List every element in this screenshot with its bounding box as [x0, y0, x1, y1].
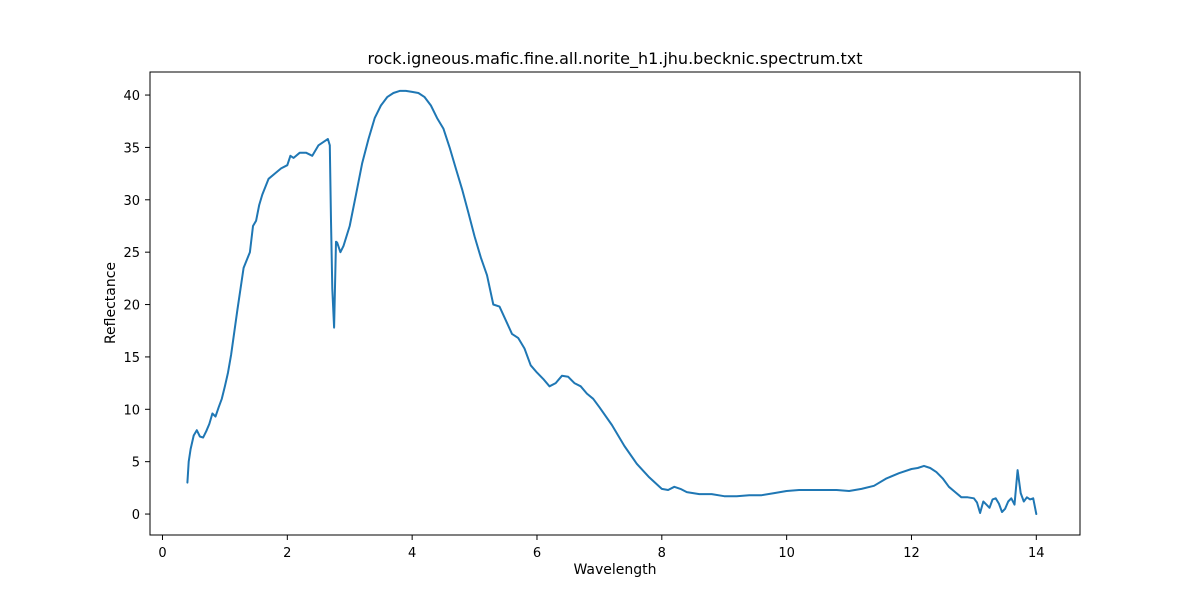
x-tick-label: 10 — [778, 546, 795, 561]
y-tick-label: 20 — [123, 299, 140, 314]
x-tick-label: 6 — [533, 546, 541, 561]
y-axis-label: Reflectance — [103, 262, 119, 344]
series-line — [186, 89, 1038, 515]
x-tick-label: 4 — [408, 546, 416, 561]
x-tick-label: 12 — [903, 546, 920, 561]
y-tick-label: 0 — [132, 508, 140, 523]
y-tick-label: 30 — [123, 194, 140, 209]
y-tick-label: 15 — [123, 351, 140, 366]
x-axis-label: Wavelength — [573, 562, 656, 578]
y-tick-label: 40 — [123, 89, 140, 104]
y-axis-ticks: 0 5 10 15 20 25 30 35 40 — [123, 89, 150, 523]
x-tick-label: 14 — [1028, 546, 1045, 561]
chart-title: rock.igneous.mafic.fine.all.norite_h1.jh… — [367, 49, 862, 69]
x-tick-label: 8 — [658, 546, 666, 561]
x-axis-ticks: 0 2 4 6 8 10 12 14 — [158, 535, 1045, 561]
y-tick-label: 5 — [132, 456, 140, 471]
y-tick-label: 10 — [123, 403, 140, 418]
x-tick-label: 2 — [283, 546, 291, 561]
x-tick-label: 0 — [158, 546, 166, 561]
y-tick-label: 35 — [123, 141, 140, 156]
y-tick-label: 25 — [123, 246, 140, 261]
plot-frame — [149, 71, 1081, 536]
